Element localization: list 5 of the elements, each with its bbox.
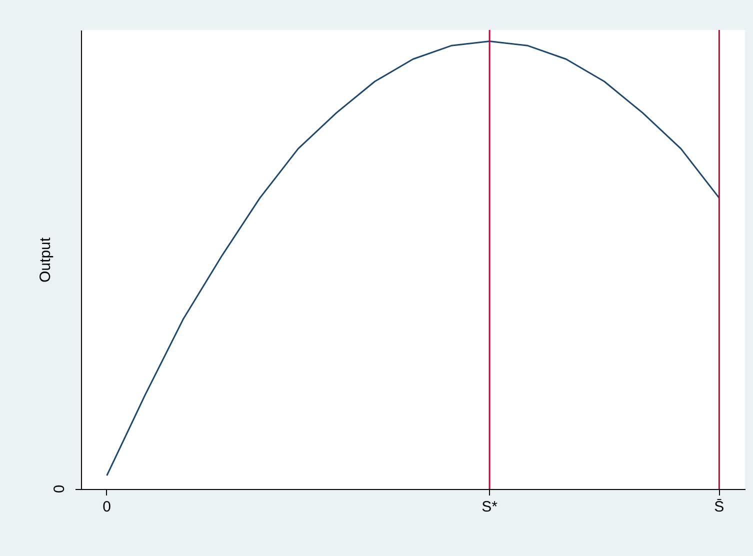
x-tick-label: 0	[102, 498, 112, 516]
x-tick-label: S̄	[714, 498, 724, 516]
x-tick-label: S*	[482, 498, 498, 516]
y-axis-title: Output	[37, 236, 54, 283]
text: 0	[51, 484, 68, 494]
